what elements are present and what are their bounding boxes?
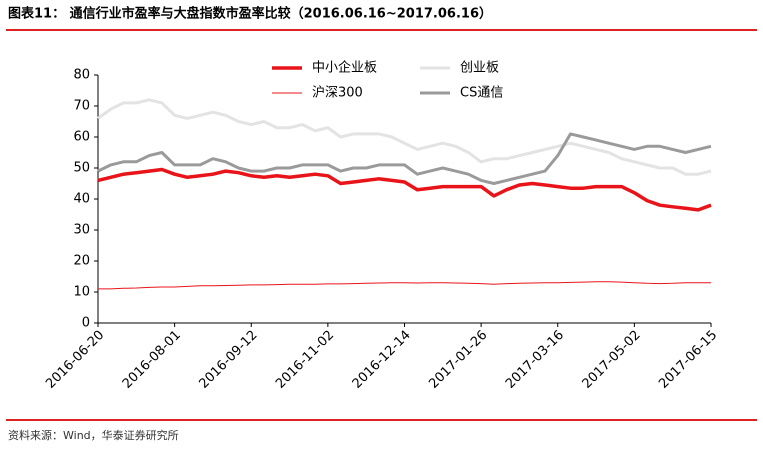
series-line <box>97 167 712 212</box>
series-line <box>97 132 712 185</box>
x-tick-label: 2016-06-20 <box>43 328 107 392</box>
x-tick-label: 2017-01-26 <box>426 328 490 392</box>
legend-label: CS通信 <box>460 86 503 101</box>
y-tick-label: 70 <box>73 99 90 114</box>
x-tick-label: 2016-08-01 <box>120 328 184 392</box>
y-tick-label: 10 <box>73 285 90 300</box>
y-tick-label: 50 <box>73 161 90 176</box>
x-tick-label: 2016-11-02 <box>273 328 337 392</box>
y-tick-label: 30 <box>73 223 90 238</box>
chart-title: 图表11： 通信行业市盈率与大盘指数市盈率比较（2016.06.16~2017.… <box>8 6 492 22</box>
x-tick-label: 2016-09-12 <box>197 328 261 392</box>
x-tick-label: 2017-03-16 <box>503 328 567 392</box>
y-tick-label: 0 <box>82 316 90 331</box>
series-line <box>98 281 711 290</box>
y-tick-label: 20 <box>73 254 90 269</box>
x-tick-label: 2017-05-02 <box>580 328 644 392</box>
legend-label: 沪深300 <box>312 85 363 101</box>
x-tick-label: 2016-12-14 <box>350 328 414 392</box>
source-note: 资料来源：Wind，华泰证券研究所 <box>8 428 179 442</box>
x-tick-label: 2017-06-15 <box>656 328 720 392</box>
series-line <box>97 98 712 176</box>
y-tick-label: 60 <box>73 130 90 145</box>
legend-label: 创业板 <box>460 61 499 76</box>
y-tick-label: 40 <box>73 192 90 207</box>
legend-label: 中小企业板 <box>312 60 377 76</box>
y-tick-label: 80 <box>73 68 90 83</box>
